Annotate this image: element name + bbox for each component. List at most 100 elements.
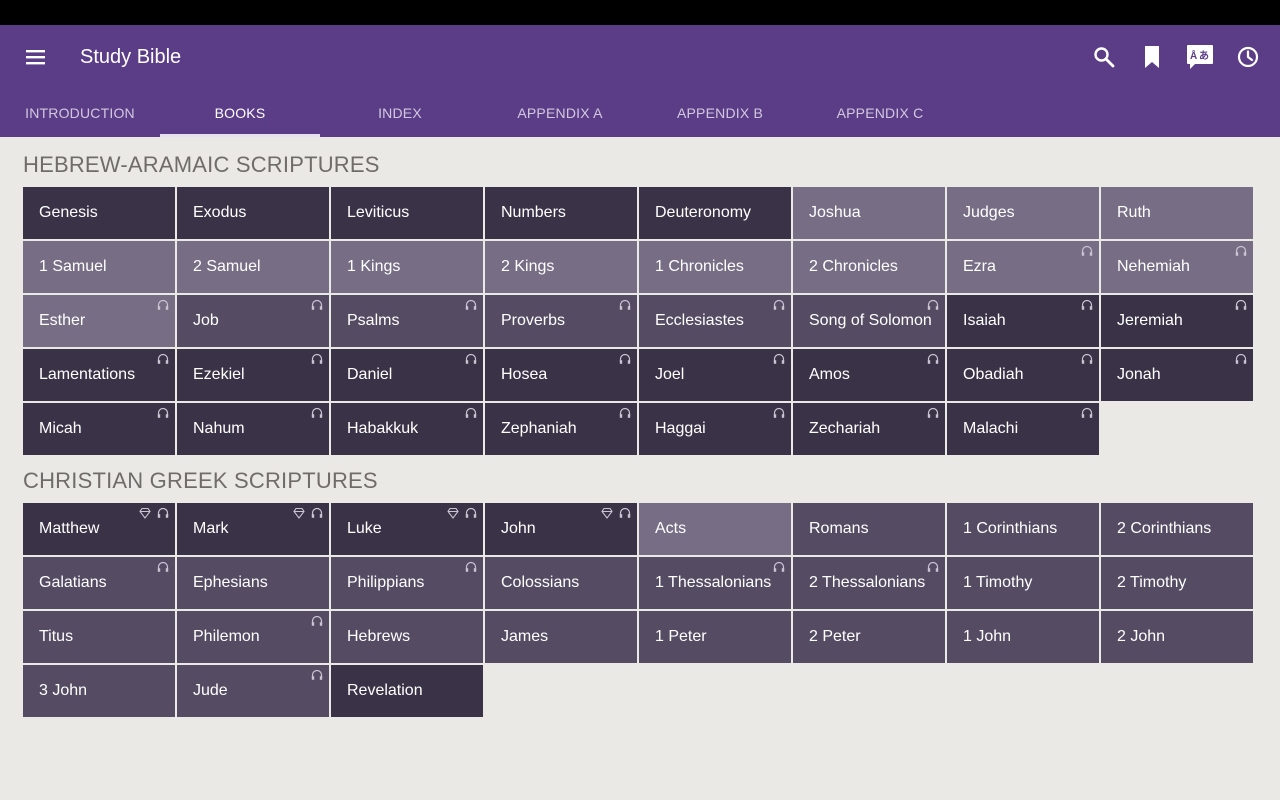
book-tile-zephaniah[interactable]: Zephaniah [485, 403, 637, 455]
book-badges [157, 561, 169, 573]
book-name: Zechariah [809, 420, 881, 437]
book-name: Leviticus [347, 204, 410, 221]
book-name: Revelation [347, 682, 423, 699]
book-tile-malachi[interactable]: Malachi [947, 403, 1099, 455]
book-tile-numbers[interactable]: Numbers [485, 187, 637, 239]
tab-books[interactable]: BOOKS [160, 88, 320, 137]
book-tile-esther[interactable]: Esther [23, 295, 175, 347]
book-tile-hebrews[interactable]: Hebrews [331, 611, 483, 663]
book-tile-genesis[interactable]: Genesis [23, 187, 175, 239]
book-tile-nehemiah[interactable]: Nehemiah [1101, 241, 1253, 293]
book-tile-micah[interactable]: Micah [23, 403, 175, 455]
book-tile-psalms[interactable]: Psalms [331, 295, 483, 347]
book-tile-philemon[interactable]: Philemon [177, 611, 329, 663]
tab-appendix-c[interactable]: APPENDIX C [836, 104, 924, 121]
book-tile-isaiah[interactable]: Isaiah [947, 295, 1099, 347]
tab-appendix-a[interactable]: APPENDIX A [517, 104, 603, 121]
headphones-icon [157, 507, 169, 518]
book-tile-judges[interactable]: Judges [947, 187, 1099, 239]
book-tile-song-of-solomon[interactable]: Song of Solomon [793, 295, 945, 347]
book-tile-1-john[interactable]: 1 John [947, 611, 1099, 663]
book-tile-haggai[interactable]: Haggai [639, 403, 791, 455]
book-tile-colossians[interactable]: Colossians [485, 557, 637, 609]
book-name: Philippians [347, 574, 425, 591]
book-tile-luke[interactable]: Luke [331, 503, 483, 555]
book-tile-2-chronicles[interactable]: 2 Chronicles [793, 241, 945, 293]
book-name: Isaiah [963, 312, 1006, 329]
book-tile-ezekiel[interactable]: Ezekiel [177, 349, 329, 401]
book-tile-matthew[interactable]: Matthew [23, 503, 175, 555]
gem-icon [139, 507, 151, 519]
translate-button[interactable]: Å あ [1180, 37, 1220, 77]
book-badges [465, 299, 477, 311]
tab-index[interactable]: INDEX [378, 104, 422, 121]
book-tile-mark[interactable]: Mark [177, 503, 329, 555]
book-tile-ruth[interactable]: Ruth [1101, 187, 1253, 239]
book-name: Jonah [1117, 366, 1161, 383]
book-tile-joel[interactable]: Joel [639, 349, 791, 401]
book-name: Judges [963, 204, 1015, 221]
search-button[interactable] [1084, 37, 1124, 77]
tab-introduction[interactable]: INTRODUCTION [25, 104, 135, 121]
bookmark-button[interactable] [1132, 37, 1172, 77]
book-tile-exodus[interactable]: Exodus [177, 187, 329, 239]
book-name: 3 John [39, 682, 88, 699]
book-tile-1-kings[interactable]: 1 Kings [331, 241, 483, 293]
book-tile-acts[interactable]: Acts [639, 503, 791, 555]
book-tile-amos[interactable]: Amos [793, 349, 945, 401]
book-tile-1-timothy[interactable]: 1 Timothy [947, 557, 1099, 609]
book-tile-ezra[interactable]: Ezra [947, 241, 1099, 293]
book-name: 2 Kings [501, 258, 555, 275]
book-tile-galatians[interactable]: Galatians [23, 557, 175, 609]
book-tile-job[interactable]: Job [177, 295, 329, 347]
book-tile-revelation[interactable]: Revelation [331, 665, 483, 717]
bookmark-icon [1145, 46, 1159, 68]
book-tile-2-timothy[interactable]: 2 Timothy [1101, 557, 1253, 609]
history-button[interactable] [1228, 37, 1268, 77]
book-tile-jonah[interactable]: Jonah [1101, 349, 1253, 401]
book-tile-john[interactable]: John [485, 503, 637, 555]
book-tile-ecclesiastes[interactable]: Ecclesiastes [639, 295, 791, 347]
book-grid-greek: Matthew Mark Luke John Acts Romans 1 Corinthia… [23, 503, 1255, 717]
book-tile-obadiah[interactable]: Obadiah [947, 349, 1099, 401]
menu-button[interactable] [16, 37, 56, 77]
book-tile-joshua[interactable]: Joshua [793, 187, 945, 239]
book-badges [619, 353, 631, 365]
book-tile-2-kings[interactable]: 2 Kings [485, 241, 637, 293]
book-tile-leviticus[interactable]: Leviticus [331, 187, 483, 239]
tab-appendix-b[interactable]: APPENDIX B [676, 104, 764, 121]
book-tile-james[interactable]: James [485, 611, 637, 663]
book-tile-2-samuel[interactable]: 2 Samuel [177, 241, 329, 293]
book-tile-zechariah[interactable]: Zechariah [793, 403, 945, 455]
svg-text:Å: Å [1190, 49, 1197, 62]
book-tile-hosea[interactable]: Hosea [485, 349, 637, 401]
book-tile-philippians[interactable]: Philippians [331, 557, 483, 609]
book-tile-2-thessalonians[interactable]: 2 Thessalonians [793, 557, 945, 609]
book-tile-2-peter[interactable]: 2 Peter [793, 611, 945, 663]
book-badges [1081, 245, 1093, 257]
book-grid-hebrew: Genesis Exodus Leviticus Numbers Deuteronomy… [23, 187, 1255, 455]
book-tile-2-john[interactable]: 2 John [1101, 611, 1253, 663]
headphones-icon [773, 407, 785, 418]
book-tile-romans[interactable]: Romans [793, 503, 945, 555]
book-tile-deuteronomy[interactable]: Deuteronomy [639, 187, 791, 239]
headphones-icon [927, 407, 939, 418]
book-tile-habakkuk[interactable]: Habakkuk [331, 403, 483, 455]
book-tile-3-john[interactable]: 3 John [23, 665, 175, 717]
book-tile-nahum[interactable]: Nahum [177, 403, 329, 455]
book-tile-1-peter[interactable]: 1 Peter [639, 611, 791, 663]
book-tile-daniel[interactable]: Daniel [331, 349, 483, 401]
book-tile-1-corinthians[interactable]: 1 Corinthians [947, 503, 1099, 555]
headphones-icon [619, 299, 631, 310]
book-tile-jeremiah[interactable]: Jeremiah [1101, 295, 1253, 347]
book-tile-lamentations[interactable]: Lamentations [23, 349, 175, 401]
book-tile-proverbs[interactable]: Proverbs [485, 295, 637, 347]
book-tile-ephesians[interactable]: Ephesians [177, 557, 329, 609]
book-tile-jude[interactable]: Jude [177, 665, 329, 717]
book-name: Habakkuk [347, 420, 419, 437]
book-tile-1-thessalonians[interactable]: 1 Thessalonians [639, 557, 791, 609]
book-tile-1-samuel[interactable]: 1 Samuel [23, 241, 175, 293]
book-tile-1-chronicles[interactable]: 1 Chronicles [639, 241, 791, 293]
book-tile-titus[interactable]: Titus [23, 611, 175, 663]
book-tile-2-corinthians[interactable]: 2 Corinthians [1101, 503, 1253, 555]
